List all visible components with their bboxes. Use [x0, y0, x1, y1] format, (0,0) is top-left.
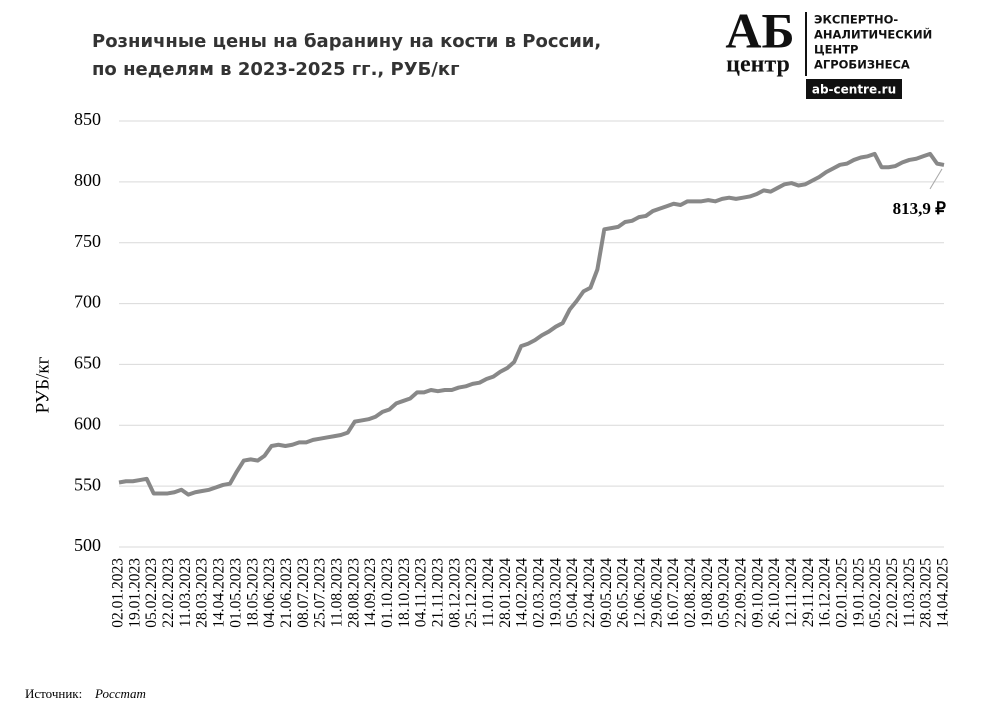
y-tick-label: 700	[74, 292, 101, 312]
x-tick-label: 28.03.2025	[918, 558, 935, 628]
x-tick-label: 19.08.2024	[699, 558, 716, 628]
x-tick-label: 28.08.2023	[345, 558, 362, 628]
logo-text: АНАЛИТИЧЕСКИЙ	[814, 27, 932, 42]
logo-text: АГРОБИЗНЕСА	[814, 58, 910, 72]
y-tick-label: 850	[74, 109, 101, 129]
x-tick-label: 08.07.2023	[295, 558, 312, 628]
x-tick-label: 19.01.2023	[126, 558, 143, 628]
x-tick-label: 04.06.2023	[261, 558, 278, 628]
x-tick-label: 18.10.2023	[396, 558, 413, 628]
x-tick-label: 25.12.2023	[463, 558, 480, 628]
chart-title: по неделям в 2023-2025 гг., РУБ/кг	[92, 59, 460, 80]
x-tick-label: 14.04.2025	[935, 558, 952, 628]
line	[118, 151, 945, 497]
x-tick-label: 19.01.2025	[850, 558, 867, 628]
x-tick-label: 09.05.2024	[598, 558, 615, 628]
annotation: 813,9 ₽	[893, 199, 947, 218]
x-tick-label: 29.11.2024	[800, 558, 817, 627]
x-tick-label: 09.10.2024	[749, 558, 766, 628]
x-tick-label: 04.11.2023	[413, 558, 430, 627]
x-tick-label: 16.07.2024	[665, 558, 682, 628]
logo-url-box	[806, 79, 902, 99]
x-tick-label: 22.02.2025	[884, 558, 901, 628]
y-tick-label: 650	[74, 353, 101, 373]
x-tick-label: 21.06.2023	[278, 558, 295, 628]
annotation-leader	[929, 168, 943, 190]
x-tick-label: 14.09.2023	[362, 558, 379, 628]
x-tick-label: 05.02.2023	[143, 558, 160, 628]
logo: АБ центр ЭКСПЕРТНО- АНАЛИТИЧЕСКИЙ ЦЕНТР …	[725, 2, 932, 99]
x-tick-label: 18.05.2023	[244, 558, 261, 628]
logo-mark: АБ	[725, 2, 794, 58]
x-tick-label: 19.03.2024	[547, 558, 564, 628]
x-tick-label: 08.12.2023	[446, 558, 463, 628]
x-tick-label: 02.01.2023	[110, 558, 127, 628]
x-tick-label: 05.02.2025	[867, 558, 884, 628]
y-tick-label: 750	[74, 231, 101, 251]
x-tick-label: 05.09.2024	[716, 558, 733, 628]
x-tick-label: 28.01.2024	[497, 558, 514, 628]
y-tick-label: 800	[74, 170, 101, 190]
x-tick-label: 05.04.2024	[564, 558, 581, 628]
x-tick-label: 25.07.2023	[312, 558, 329, 628]
x-tick-label: 01.05.2023	[227, 558, 244, 628]
logo-text: ЦЕНТР	[814, 43, 858, 57]
x-tick-label: 02.03.2024	[530, 558, 547, 628]
x-tick-label: 11.03.2023	[177, 558, 194, 627]
x-tick-label: 01.10.2023	[379, 558, 396, 628]
logo-mark-sub: центр	[726, 52, 790, 78]
x-tick-label: 22.09.2024	[733, 558, 750, 628]
x-tick-label: 16.12.2024	[817, 558, 834, 628]
x-tick-label: 11.03.2025	[901, 558, 918, 627]
x-tick-label: 29.06.2024	[648, 558, 665, 628]
x-tick-label: 11.01.2024	[480, 558, 497, 627]
source: Росстат	[94, 686, 146, 701]
logo-text: ЭКСПЕРТНО-	[814, 13, 898, 27]
logo-url: ab-centre.ru	[812, 83, 896, 97]
y-tick-label: 500	[74, 535, 101, 555]
x-tick-label: 14.02.2024	[514, 558, 531, 628]
x-tick-label: 22.04.2024	[581, 558, 598, 628]
y-tick-label: 550	[74, 474, 101, 494]
y-tick-label: 600	[74, 413, 101, 433]
x-tick-label: 12.11.2024	[783, 558, 800, 627]
x-tick-label: 12.06.2024	[632, 558, 649, 628]
x-tick-label: 26.05.2024	[615, 558, 632, 628]
chart-title: Розничные цены на баранину на кости в Ро…	[92, 31, 601, 52]
x-tick-label: 28.03.2023	[194, 558, 211, 628]
x-tick-label: 02.08.2024	[682, 558, 699, 628]
x-tick-label: 02.01.2025	[834, 558, 851, 628]
x-tick-label: 11.08.2023	[328, 558, 345, 627]
source-label: Источник:	[25, 686, 82, 701]
x-tick-label: 22.02.2023	[160, 558, 177, 628]
x-tick-label: 21.11.2023	[429, 558, 446, 627]
x-tick-label: 14.04.2023	[211, 558, 228, 628]
y-axis-label: РУБ/кг	[32, 356, 53, 413]
x-tick-label: 26.10.2024	[766, 558, 783, 628]
